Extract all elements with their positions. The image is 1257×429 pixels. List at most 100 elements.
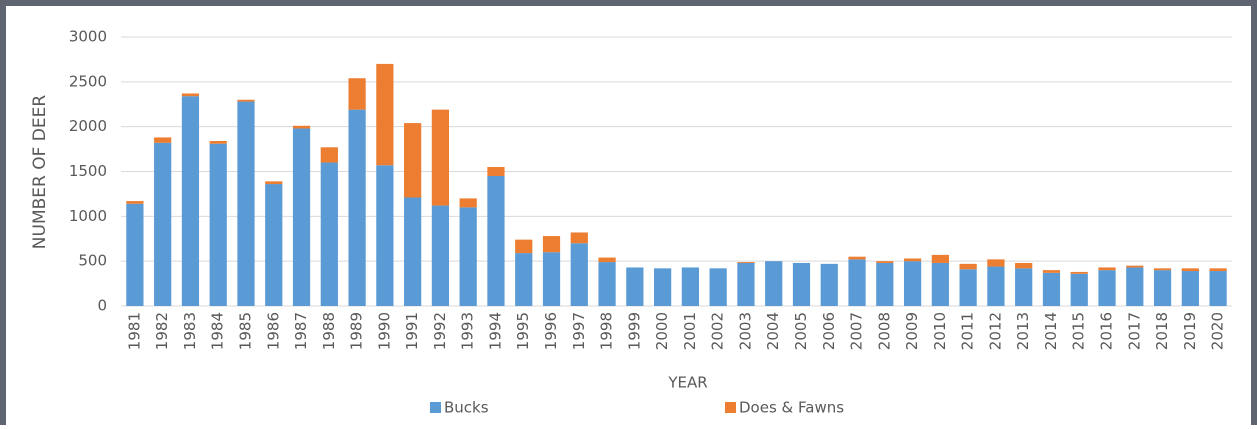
x-tick-label: 2010 xyxy=(931,312,949,350)
bar-segment xyxy=(876,261,894,263)
bar-segment xyxy=(1042,270,1061,273)
y-tick-label: 500 xyxy=(78,252,107,270)
x-tick-label: 1993 xyxy=(459,312,477,350)
x-tick-label: 2016 xyxy=(1098,312,1116,350)
x-tick-label: 1982 xyxy=(153,312,171,350)
x-tick-label: 2011 xyxy=(959,312,977,350)
x-tick-label: 2014 xyxy=(1042,312,1060,350)
x-tick-label: 1984 xyxy=(209,312,227,350)
bar-segment xyxy=(154,137,172,143)
bar-segment xyxy=(487,167,505,176)
bar-segment xyxy=(459,198,477,208)
legend-swatch xyxy=(725,402,736,413)
bar-segment xyxy=(1015,268,1033,306)
x-tick-label: 2008 xyxy=(875,312,893,350)
bar-segment xyxy=(237,99,255,102)
bar-segment xyxy=(737,262,755,263)
bar-segment xyxy=(348,78,366,110)
bar-segment xyxy=(126,201,144,204)
bar-segment xyxy=(959,269,977,306)
bar-segment xyxy=(292,128,311,306)
bar-segment xyxy=(515,239,533,254)
bar-segment xyxy=(1070,271,1088,274)
x-tick-label: 2009 xyxy=(903,312,921,350)
bar-segment xyxy=(626,267,644,306)
bar-segment xyxy=(459,207,477,306)
x-tick-label: 2001 xyxy=(681,312,699,350)
bar-segment xyxy=(209,141,227,144)
x-tick-label: 1995 xyxy=(514,312,532,350)
bar-segment xyxy=(848,259,866,306)
bar-segment xyxy=(737,262,755,306)
x-tick-label: 1989 xyxy=(348,312,366,350)
x-tick-label: 2000 xyxy=(653,312,671,350)
x-tick-label: 1991 xyxy=(403,312,421,350)
bar-segment xyxy=(265,181,283,185)
bar-segment xyxy=(959,263,977,270)
bar-segment xyxy=(542,236,561,253)
x-tick-label: 2012 xyxy=(986,312,1004,350)
x-tick-label: 2004 xyxy=(764,312,782,350)
bar-segment xyxy=(598,257,616,263)
y-tick-label: 2500 xyxy=(69,72,107,90)
y-tick-label: 1000 xyxy=(69,207,107,225)
x-tick-label: 2003 xyxy=(736,312,754,350)
x-tick-label: 2017 xyxy=(1125,312,1143,350)
x-tick-label: 2013 xyxy=(1014,312,1032,350)
bar-segment xyxy=(1126,267,1144,306)
bar-segment xyxy=(1209,271,1227,306)
bar-segment xyxy=(542,252,561,306)
y-tick-label: 2000 xyxy=(69,117,107,135)
bar-segment xyxy=(987,266,1005,306)
bar-segment xyxy=(376,165,394,306)
bar-segment xyxy=(1015,262,1033,269)
bar-segment xyxy=(237,101,255,306)
bar-segment xyxy=(876,262,894,306)
bar-segment xyxy=(487,175,505,306)
y-tick-label: 1500 xyxy=(69,162,107,180)
bar-segment xyxy=(320,147,338,163)
bar-segment xyxy=(376,63,394,166)
x-tick-label: 1988 xyxy=(320,312,338,350)
bar-segment xyxy=(903,258,922,262)
y-tick-label: 0 xyxy=(97,297,107,315)
x-tick-label: 2007 xyxy=(848,312,866,350)
x-tick-label: 2006 xyxy=(820,312,838,350)
y-tick-label: 3000 xyxy=(69,28,107,46)
bar-segment xyxy=(820,263,838,306)
bar-segment xyxy=(181,96,200,307)
x-tick-label: 1996 xyxy=(542,312,560,350)
x-tick-label: 1983 xyxy=(181,312,199,350)
x-tick-label: 2019 xyxy=(1181,312,1199,350)
bar-segment xyxy=(1153,268,1172,271)
bar-segment xyxy=(181,93,200,97)
bar-segment xyxy=(1126,265,1144,268)
x-tick-label: 2015 xyxy=(1070,312,1088,350)
x-tick-label: 2018 xyxy=(1153,312,1171,350)
bar-segment xyxy=(681,267,699,306)
bar-segment xyxy=(570,243,588,306)
bar-segment xyxy=(1098,270,1116,306)
legend-swatch xyxy=(430,402,441,413)
bar-segment xyxy=(126,203,144,306)
bar-segment xyxy=(431,205,450,306)
bar-segment xyxy=(709,268,727,306)
x-tick-label: 1986 xyxy=(264,312,282,350)
bar-segment xyxy=(292,125,311,129)
bar-segment xyxy=(931,262,949,306)
bar-segment xyxy=(1181,271,1199,306)
x-tick-label: 1987 xyxy=(292,312,310,350)
bar-segment xyxy=(987,259,1005,267)
bar-segment xyxy=(598,262,616,306)
x-tick-label: 2020 xyxy=(1209,312,1227,350)
legend-label: Does & Fawns xyxy=(739,399,844,417)
x-tick-label: 1992 xyxy=(431,312,449,350)
bar-segment xyxy=(931,254,949,263)
bar-segment xyxy=(265,184,283,306)
bar-segment xyxy=(1181,268,1199,272)
bar-segment xyxy=(1070,273,1088,306)
bar-segment xyxy=(320,162,338,306)
bar-segment xyxy=(348,109,366,306)
x-tick-label: 1985 xyxy=(236,312,254,350)
bar-segment xyxy=(1209,268,1227,272)
